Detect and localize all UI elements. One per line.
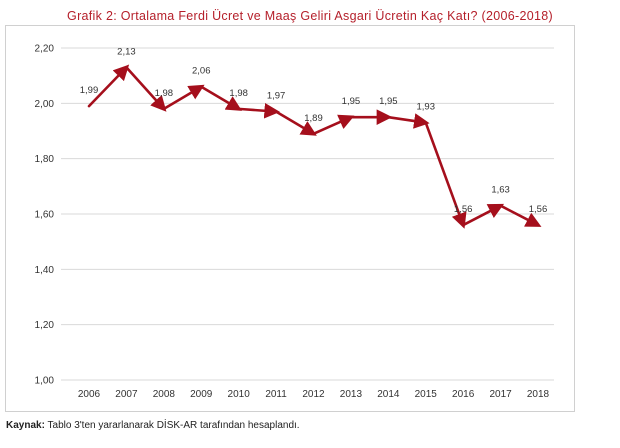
chart-frame: 1,00 1,20 1,40 1,60 1,80 2,00 2,20 2006 2007 2008… [5, 25, 575, 412]
series-line-segment [237, 102, 280, 119]
data-label: 1,95 [379, 96, 398, 107]
series-line-segment [87, 64, 130, 108]
y-tick-label: 2,00 [35, 99, 55, 110]
source-note: Kaynak: Tablo 3'ten yararlanarak DİSK-AR… [6, 420, 300, 431]
data-label: 1,89 [304, 113, 323, 124]
y-tick-label: 1,00 [35, 376, 55, 387]
x-tick-label: 2010 [228, 389, 251, 400]
series-line-segment [312, 114, 355, 136]
x-tick-label: 2012 [302, 389, 325, 400]
data-label: 1,56 [454, 204, 473, 215]
y-tick-label: 1,60 [35, 210, 55, 221]
data-label: 1,99 [80, 85, 99, 96]
data-label: 1,56 [529, 204, 548, 215]
x-tick-label: 2013 [340, 389, 363, 400]
data-label: 1,63 [491, 185, 510, 196]
x-tick-label: 2015 [415, 389, 438, 400]
series-line-segment [461, 203, 505, 227]
x-tick-label: 2014 [377, 389, 400, 400]
series-line-segment [125, 66, 167, 112]
x-tick-label: 2009 [190, 389, 213, 400]
y-tick-label: 1,20 [35, 320, 55, 331]
series-line-segment [199, 85, 243, 111]
series-line-segment [274, 110, 317, 136]
source-label: Kaynak: [6, 420, 45, 431]
data-label: 1,98 [155, 88, 174, 99]
x-tick-label: 2006 [78, 389, 101, 400]
line-chart: 1,00 1,20 1,40 1,60 1,80 2,00 2,20 2006 2007 2008… [35, 44, 554, 400]
data-label: 1,93 [417, 102, 436, 113]
x-tick-label: 2018 [527, 389, 550, 400]
x-tick-label: 2017 [489, 389, 512, 400]
data-label: 1,97 [267, 91, 286, 102]
x-tick-label: 2016 [452, 389, 475, 400]
source-text: Tablo 3'ten yararlanarak DİSK-AR tarafın… [47, 420, 300, 431]
x-tick-label: 2007 [115, 389, 138, 400]
data-label: 2,06 [192, 66, 211, 77]
y-tick-label: 2,20 [35, 44, 55, 55]
data-label: 1,98 [229, 88, 248, 99]
x-tick-label: 2011 [265, 389, 287, 400]
series-line-segment [387, 113, 430, 129]
y-tick-label: 1,80 [35, 154, 55, 165]
chart-title: Grafik 2: Ortalama Ferdi Ücret ve Maaş G… [67, 9, 553, 23]
series-line-segment [424, 121, 467, 229]
data-label: 2,13 [117, 46, 136, 57]
y-tick-label: 1,40 [35, 265, 55, 276]
x-tick-label: 2008 [153, 389, 176, 400]
data-label: 1,95 [342, 96, 361, 107]
series-line-segment [162, 84, 205, 111]
series-line-segment [499, 204, 542, 227]
